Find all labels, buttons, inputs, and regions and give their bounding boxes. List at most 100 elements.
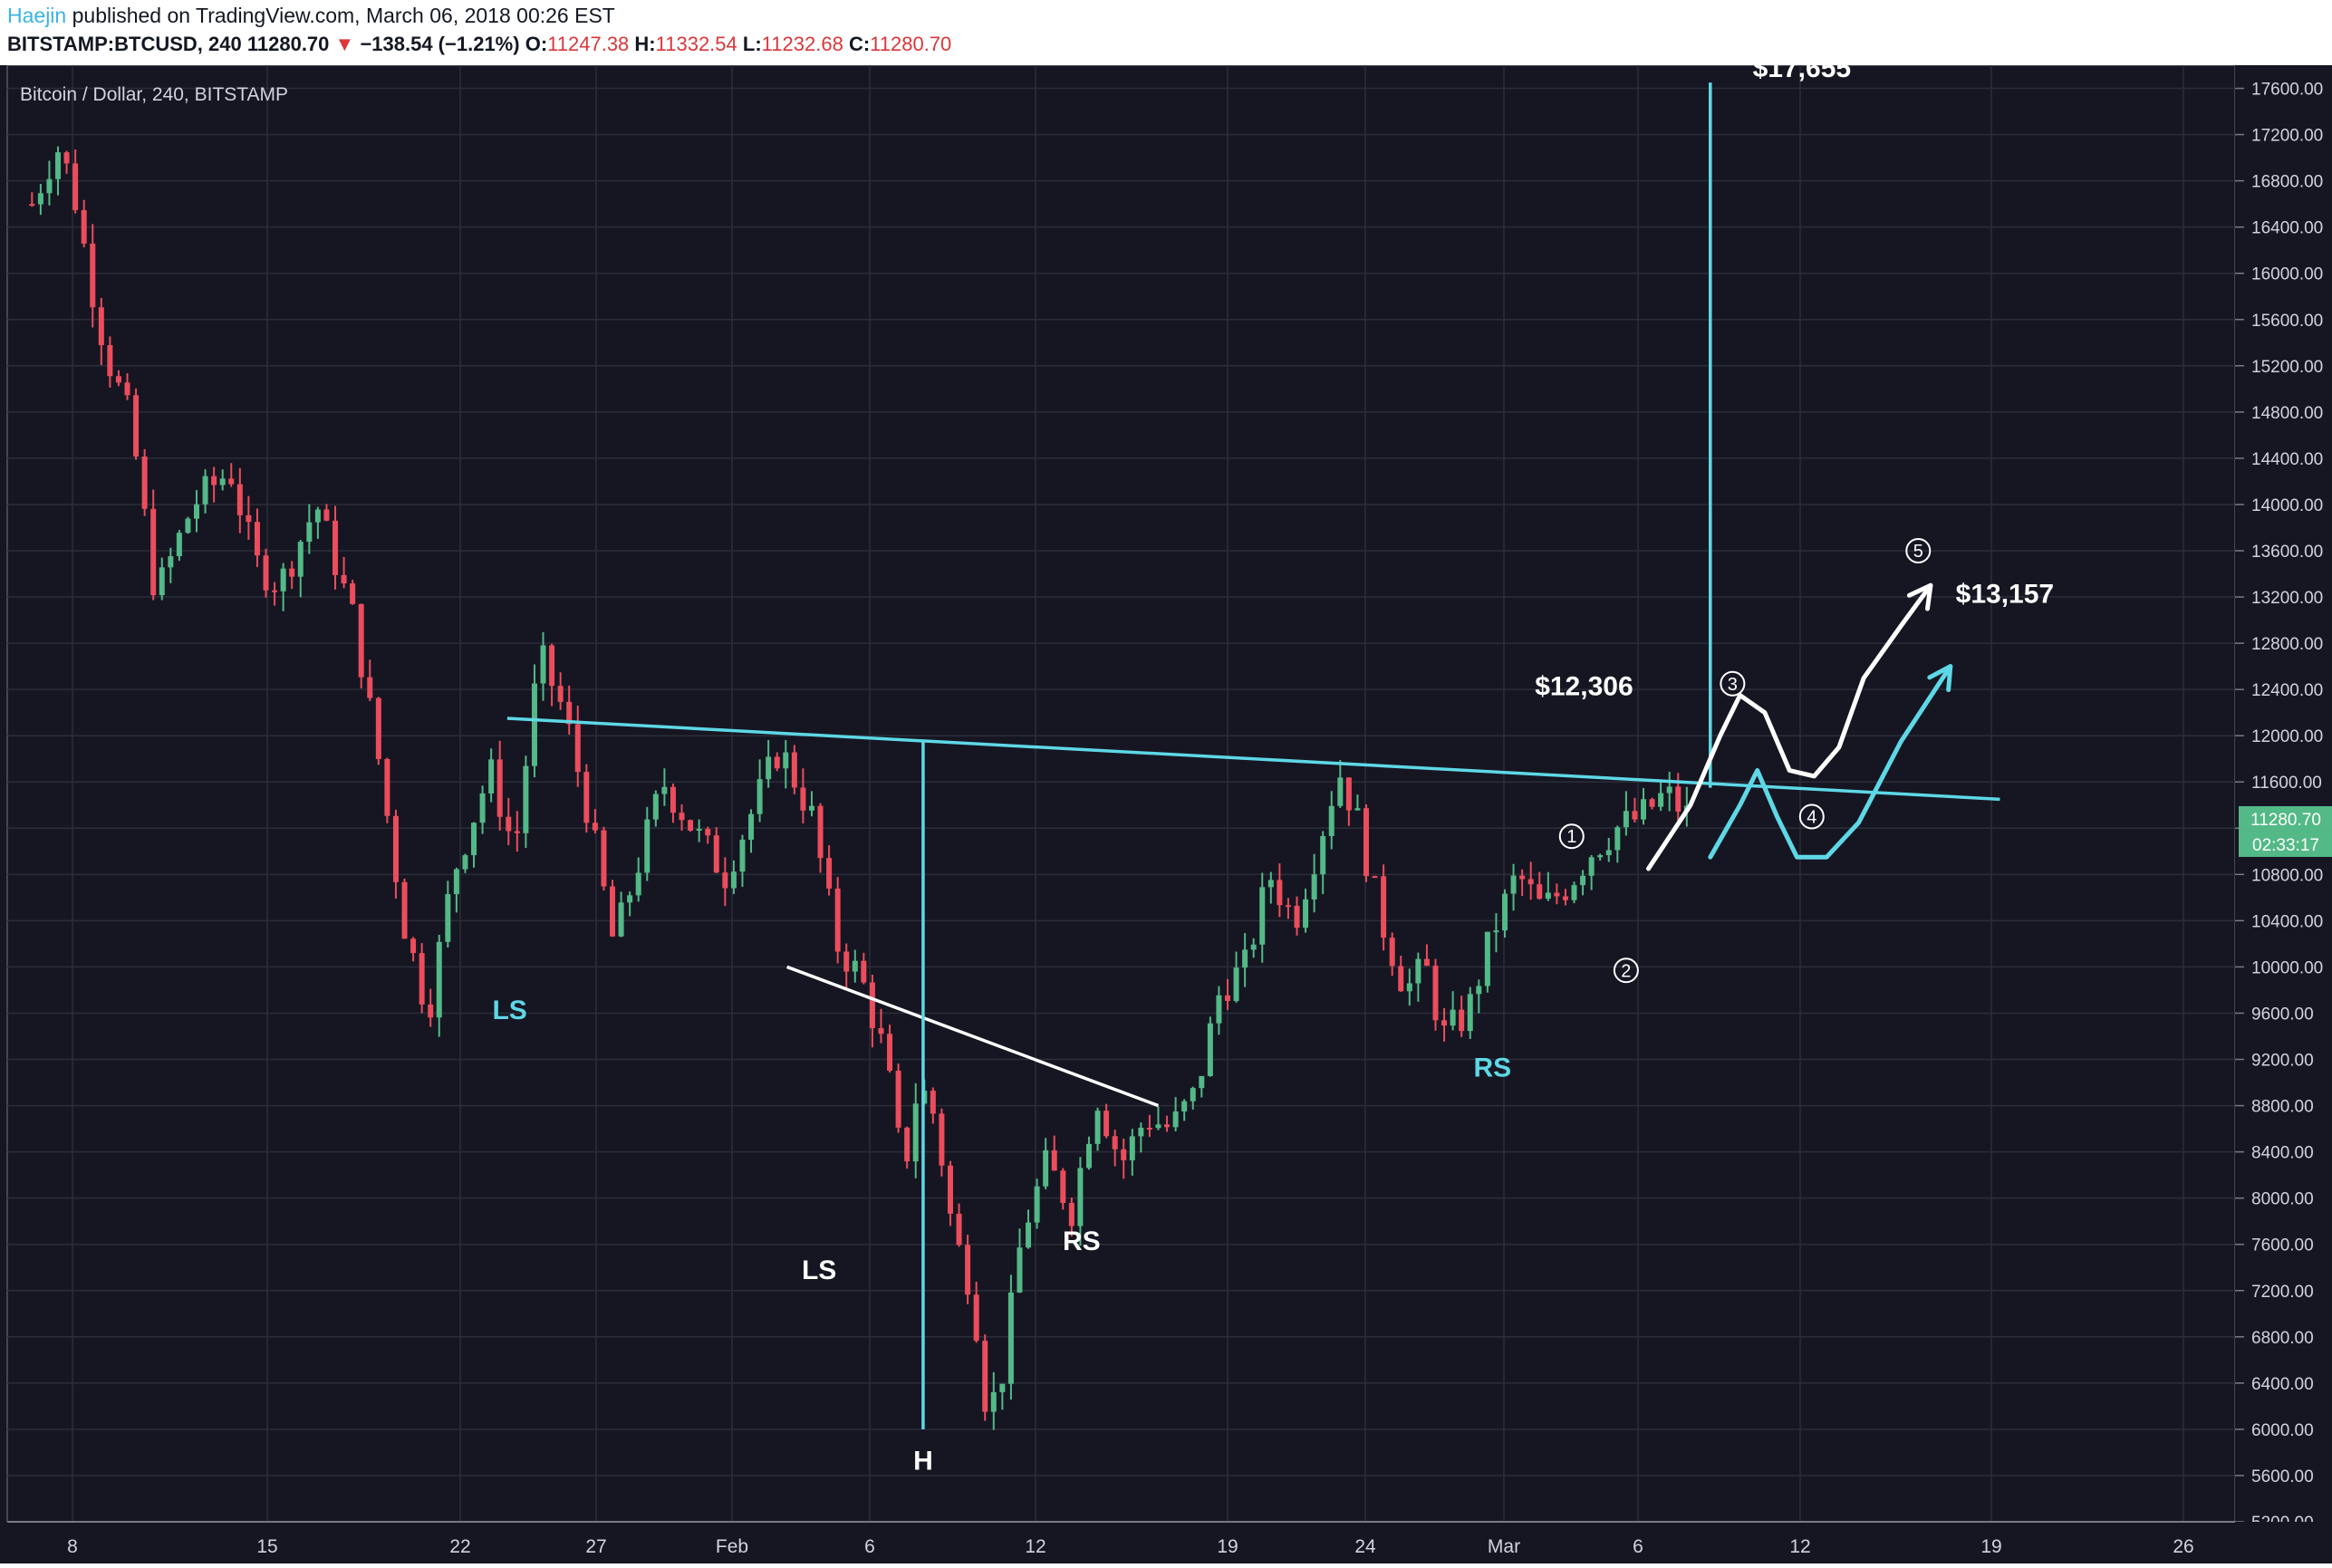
candle-body <box>194 504 200 519</box>
candle-body <box>124 382 130 396</box>
candle-body <box>1354 808 1361 811</box>
y-tick-label: 7200.00 <box>2251 1283 2314 1302</box>
candle-body <box>1121 1149 1127 1160</box>
candle-body <box>436 941 442 1018</box>
y-tick-label: 8800.00 <box>2251 1098 2314 1117</box>
candle-body <box>1537 884 1543 899</box>
candle-body <box>236 484 243 515</box>
candle-body <box>1363 808 1369 877</box>
candle-body <box>1181 1101 1188 1112</box>
candle-body <box>289 568 295 577</box>
y-tick-label: 5600.00 <box>2251 1467 2314 1486</box>
candle-body <box>323 509 330 521</box>
y-tick-label: 16400.00 <box>2251 219 2323 238</box>
candle-body <box>1345 777 1352 811</box>
candle-body <box>496 759 503 817</box>
candle-body <box>1415 958 1421 984</box>
candle-body <box>90 243 96 308</box>
x-tick-label: 27 <box>585 1536 606 1557</box>
candle-body <box>696 829 702 832</box>
y-tick-label: 8400.00 <box>2251 1144 2314 1163</box>
candle-body <box>748 813 755 840</box>
candle-body <box>341 574 347 583</box>
candle-body <box>410 938 417 954</box>
small-neckline-line <box>786 965 1160 1108</box>
candle-body <box>566 701 573 725</box>
y-tick-label: 12800.00 <box>2251 635 2323 654</box>
candle-body <box>973 1294 979 1342</box>
y-tick-label: 13600.00 <box>2251 543 2323 562</box>
candle-body <box>774 756 780 769</box>
candle-body <box>610 886 616 937</box>
candle-body <box>1501 893 1508 931</box>
candle-body <box>1017 1247 1023 1293</box>
candle-body <box>453 869 459 895</box>
candle-body <box>1527 879 1534 885</box>
author-link[interactable]: Haejin <box>7 4 67 27</box>
candle-body <box>445 894 451 942</box>
candle-body <box>592 822 598 831</box>
candle-body <box>549 645 555 687</box>
wave-circle <box>1798 803 1825 830</box>
candle-body <box>1043 1150 1049 1187</box>
candle-body <box>1459 1009 1465 1032</box>
ohlc-line: BITSTAMP:BTCUSD, 240 11280.70 ▼ −138.54 … <box>7 33 951 56</box>
candle-body <box>730 871 737 889</box>
y-tick-label: 17200.00 <box>2251 127 2323 146</box>
y-tick-label: 6400.00 <box>2251 1375 2314 1394</box>
candle-body <box>1146 1127 1152 1130</box>
high-label: H: <box>634 33 656 55</box>
candle-body <box>159 567 165 596</box>
candle-body <box>1381 876 1387 938</box>
candle-body <box>887 1034 893 1072</box>
candle-body <box>999 1383 1006 1392</box>
projection-white-path-arrowhead <box>1906 582 1933 611</box>
candle-body <box>350 582 356 604</box>
high-value: 11332.54 <box>655 33 737 55</box>
candle-body <box>783 752 789 769</box>
candle-body <box>1155 1124 1161 1129</box>
candle-body <box>644 819 650 873</box>
candle-body <box>1675 786 1682 812</box>
candle-body <box>401 881 408 939</box>
x-tick-label: 19 <box>1217 1536 1238 1557</box>
annotation-label: LS <box>802 1255 836 1285</box>
annotation-label: $13,157 <box>1956 579 2054 609</box>
y-tick-label: 9600.00 <box>2251 1005 2314 1024</box>
candle-body <box>956 1213 962 1246</box>
wave-circle <box>1558 823 1585 850</box>
candle-body <box>1311 874 1317 899</box>
change-value: −138.54 (−1.21%) <box>360 33 520 55</box>
candle-body <box>1571 885 1577 900</box>
x-tick-label: 6 <box>864 1536 875 1557</box>
candle-body <box>800 787 806 811</box>
y-tick-label: 13200.00 <box>2251 589 2323 608</box>
wave-label: 3 <box>1728 675 1738 695</box>
published-text: published on TradingView.com, March 06, … <box>72 4 615 27</box>
annotation-label: $17,655 <box>1753 65 1851 83</box>
candle-body <box>367 677 373 698</box>
candle-body <box>1094 1111 1101 1144</box>
y-tick-label: 6800.00 <box>2251 1329 2314 1348</box>
candle-body <box>1259 887 1266 945</box>
candle-body <box>462 855 468 870</box>
candle-body <box>72 163 79 210</box>
candle-body <box>965 1245 971 1295</box>
y-tick-label: 11600.00 <box>2251 774 2322 793</box>
candle-body <box>826 858 833 889</box>
candle-body <box>817 805 824 859</box>
chart-title: Bitcoin / Dollar, 240, BITSTAMP <box>20 84 288 105</box>
candle-body <box>107 345 113 377</box>
annotation-label: RS <box>1473 1053 1511 1083</box>
projection-cyan-path <box>1708 664 1953 860</box>
wave-circle <box>1905 538 1932 563</box>
candle-body <box>912 1103 919 1162</box>
candle-body <box>904 1127 911 1162</box>
candle-body <box>1164 1124 1171 1128</box>
candle-body <box>1398 966 1404 992</box>
close-label: C: <box>848 33 871 55</box>
low-label: L: <box>742 33 762 55</box>
candle-body <box>29 204 35 207</box>
